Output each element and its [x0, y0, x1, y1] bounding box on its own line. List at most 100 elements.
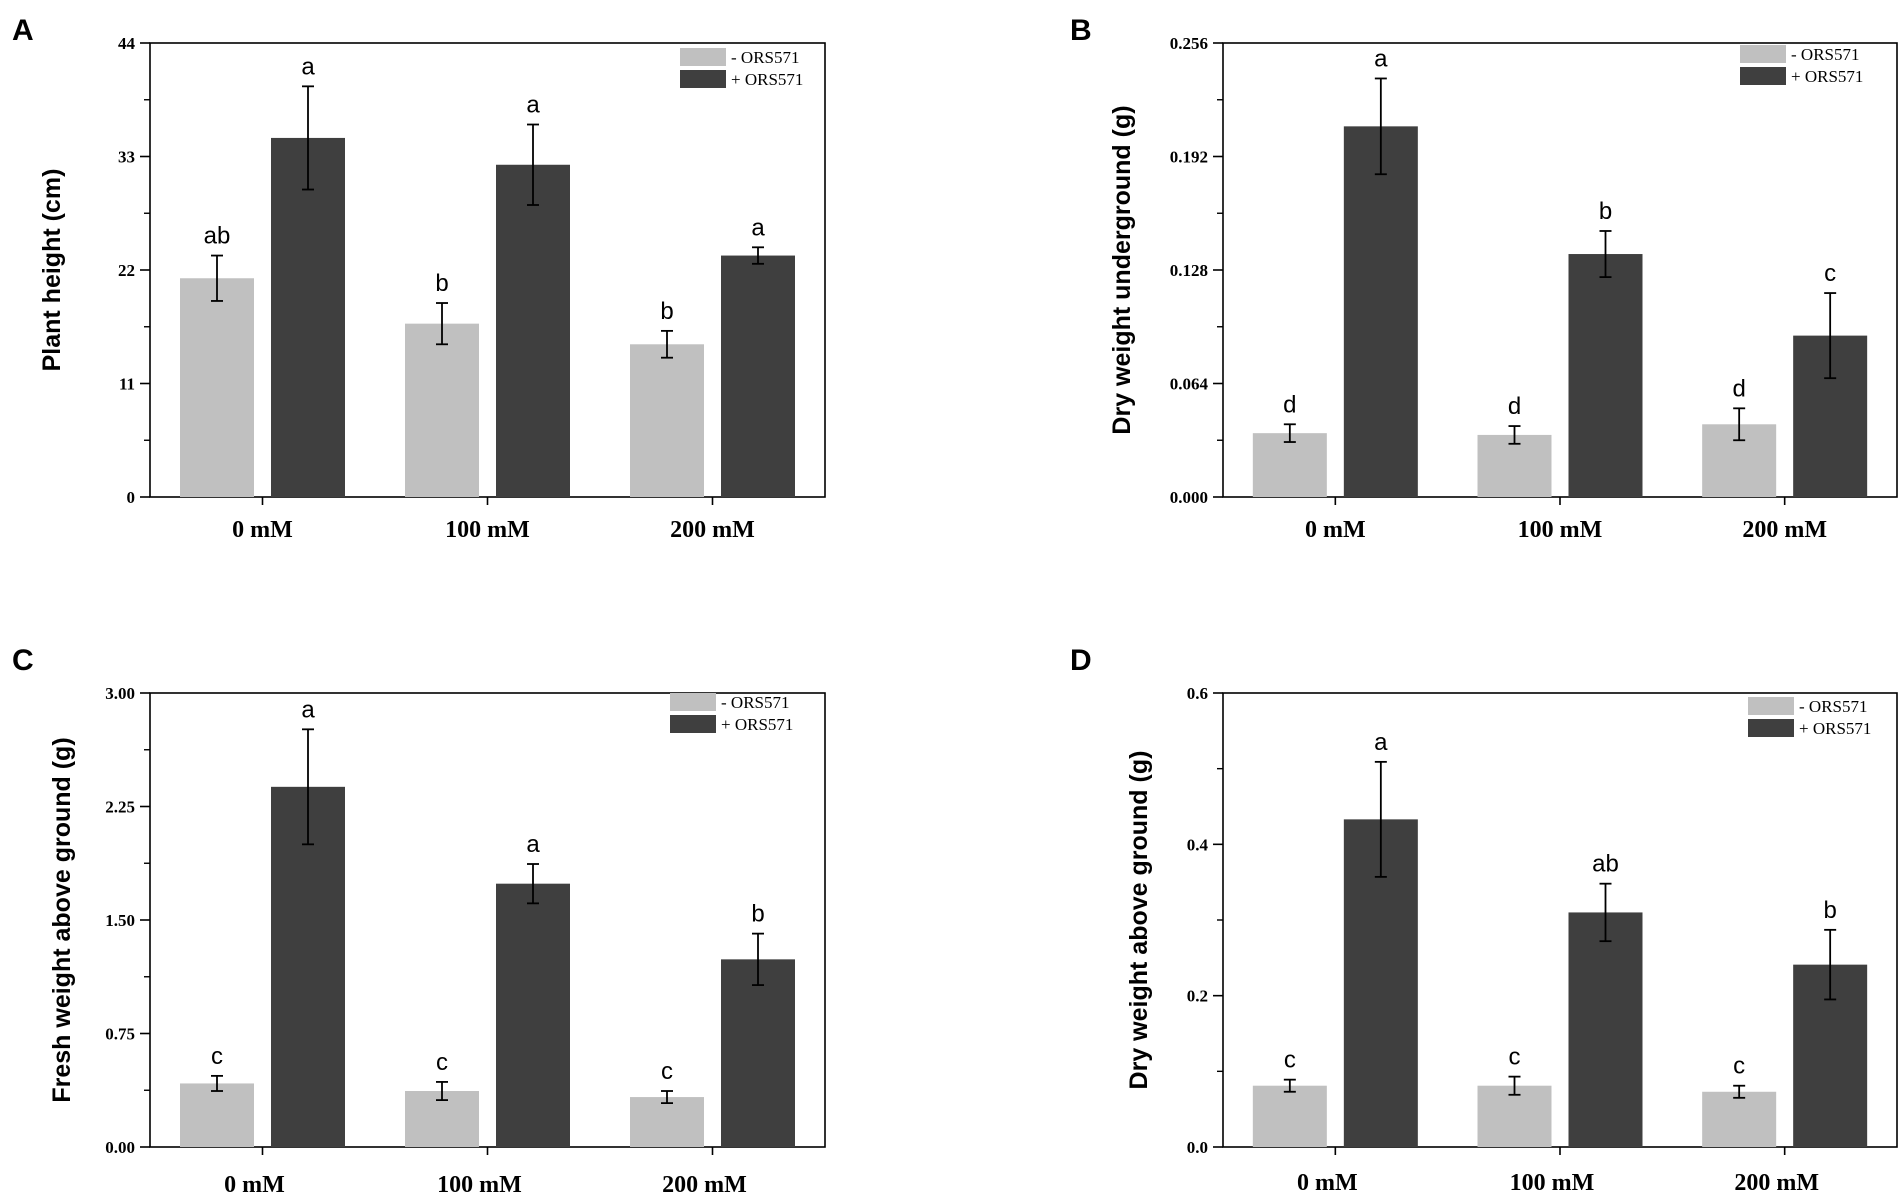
significance-letter: a: [1374, 729, 1388, 756]
y-tick-label: 0.128: [1170, 261, 1208, 280]
significance-letter: a: [526, 92, 540, 119]
panel-letter: C: [12, 644, 34, 677]
significance-letter: b: [751, 901, 764, 928]
y-tick-label: 0.6: [1187, 684, 1208, 703]
significance-letter: d: [1732, 375, 1745, 402]
y-axis-label: Dry weight underground (g): [1108, 105, 1136, 434]
y-axis-label: Fresh weight above ground (g): [48, 737, 76, 1102]
bar: [1477, 434, 1552, 497]
significance-letter: c: [436, 1049, 448, 1076]
legend-swatch: [680, 70, 726, 88]
significance-letter: c: [1509, 1044, 1521, 1071]
x-tick-label: 200 mM: [662, 1172, 747, 1196]
y-tick-label: 0.2: [1187, 987, 1208, 1006]
bar: [180, 1083, 254, 1147]
chart-panel-d: D 0.0 0.2 0.4 0.6 0 mM 100 mM 200 mM Dry weight …: [1070, 644, 1898, 1196]
x-tick-label: 200 mM: [670, 517, 755, 543]
x-tick-label: 100 mM: [1510, 1170, 1595, 1196]
legend-swatch: [670, 693, 716, 711]
legend-swatch: [1740, 67, 1786, 85]
bar: [1252, 1085, 1327, 1147]
bar: [271, 786, 345, 1147]
legend-label: - ORS571: [721, 693, 789, 712]
significance-letter: a: [526, 831, 540, 858]
bar: [496, 164, 570, 497]
bar: [721, 255, 795, 497]
x-tick-label: 100 mM: [437, 1172, 522, 1196]
bar: [1477, 1085, 1552, 1147]
significance-letter: c: [1284, 1047, 1296, 1074]
legend-label: - ORS571: [1799, 697, 1867, 716]
panel-letter: D: [1070, 644, 1092, 677]
x-tick-label: 100 mM: [445, 517, 530, 543]
y-tick-label: 0.256: [1170, 34, 1208, 53]
y-tick-label: 3.00: [105, 684, 135, 703]
significance-letter: b: [435, 270, 448, 297]
bar: [1568, 254, 1643, 497]
bar: [1568, 912, 1643, 1147]
x-tick-label: 200 mM: [1734, 1170, 1819, 1196]
significance-letter: a: [751, 214, 765, 241]
significance-letter: a: [301, 53, 315, 80]
significance-letter: ab: [1592, 851, 1619, 878]
bar: [180, 278, 254, 497]
y-axis-label: Dry weight above ground (g): [1125, 751, 1153, 1090]
significance-letter: b: [660, 298, 673, 325]
bar: [1252, 433, 1327, 497]
y-tick-label: 0.192: [1170, 148, 1208, 167]
bar: [630, 1097, 704, 1147]
bar: [721, 959, 795, 1147]
y-tick-label: 0.4: [1187, 835, 1209, 854]
x-tick-label: 0 mM: [1305, 517, 1366, 543]
legend-swatch: [1740, 45, 1786, 63]
y-tick-label: 1.50: [105, 911, 135, 930]
y-axis-label: Plant height (cm): [38, 169, 66, 372]
legend-label: - ORS571: [731, 48, 799, 67]
chart-panel-c: C 0.00 0.75 1.50 2.25 3.00 0 mM 100 mM 200 mM Fre…: [12, 644, 826, 1196]
significance-letter: c: [1824, 260, 1836, 287]
significance-letter: a: [301, 696, 315, 723]
y-tick-label: 0.064: [1170, 375, 1209, 394]
y-tick-label: 0.75: [105, 1025, 135, 1044]
significance-letter: c: [1733, 1053, 1745, 1080]
x-tick-label: 100 mM: [1518, 517, 1603, 543]
bar: [405, 323, 479, 497]
y-tick-label: 0: [127, 488, 136, 507]
legend-swatch: [1748, 719, 1794, 737]
bar: [630, 344, 704, 497]
panel-letter: B: [1070, 14, 1092, 47]
legend-label: + ORS571: [1791, 67, 1863, 86]
legend-swatch: [1748, 697, 1794, 715]
x-tick-label: 200 mM: [1742, 517, 1827, 543]
y-tick-label: 0.0: [1187, 1138, 1208, 1157]
significance-letter: a: [1374, 45, 1388, 72]
y-tick-label: 0.000: [1170, 488, 1208, 507]
y-tick-label: 33: [118, 148, 135, 167]
x-tick-label: 0 mM: [232, 517, 293, 543]
bar: [1343, 126, 1418, 497]
x-tick-label: 0 mM: [224, 1172, 285, 1196]
y-tick-label: 0.00: [105, 1138, 135, 1157]
y-tick-label: 22: [118, 261, 135, 280]
bar: [496, 883, 570, 1147]
legend-label: - ORS571: [1791, 45, 1859, 64]
legend-swatch: [680, 48, 726, 66]
significance-letter: c: [211, 1043, 223, 1070]
significance-letter: d: [1508, 393, 1521, 420]
significance-letter: b: [1599, 198, 1612, 225]
legend-label: + ORS571: [721, 715, 793, 734]
bar: [271, 137, 345, 497]
y-tick-label: 2.25: [105, 798, 135, 817]
panel-letter: A: [12, 14, 34, 47]
bar: [1702, 1091, 1777, 1147]
chart-panel-b: B 0.000 0.064 0.128 0.192 0.256 0 mM 100 mM 200 …: [1070, 14, 1898, 543]
significance-letter: c: [661, 1058, 673, 1085]
legend-swatch: [670, 715, 716, 733]
significance-letter: b: [1823, 897, 1836, 924]
significance-letter: ab: [204, 223, 231, 250]
significance-letter: d: [1283, 391, 1296, 418]
chart-panel-a: A 0 11 22 33 44 0 mM 100 mM 200 mM Plant height (…: [12, 14, 826, 543]
legend-label: + ORS571: [731, 70, 803, 89]
y-tick-label: 11: [119, 375, 135, 394]
